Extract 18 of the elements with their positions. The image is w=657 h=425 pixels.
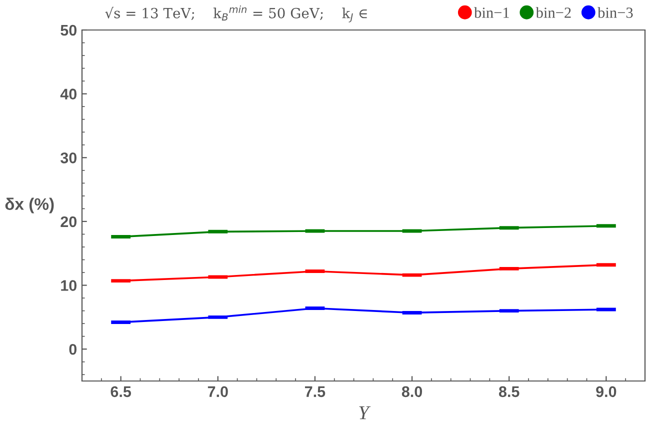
y-tick-label: 10: [61, 280, 77, 291]
x-tick-label: 8.5: [498, 386, 520, 398]
x-tick-label: 9.0: [596, 386, 616, 398]
x-tick-label: 7.5: [305, 386, 326, 398]
legend-label: bin−1: [474, 7, 509, 18]
x-tick-label: 6.5: [110, 386, 132, 398]
legend-label: bin−2: [536, 7, 571, 18]
y-tick-label: 30: [60, 152, 77, 164]
legend-label: bin−3: [598, 7, 633, 18]
y-axis-title: δx (%): [5, 198, 54, 214]
x-tick-label: 7.0: [208, 386, 228, 398]
chart-title: √s = 13 TeV; k$_{B}$$^{min}$ = 50 GeV; k$_{J}$ ∈: [105, 5, 367, 22]
y-tick-label: 40: [60, 88, 77, 100]
x-axis-title: Y: [359, 406, 371, 420]
y-tick-label: 20: [60, 216, 77, 228]
x-tick-label: 8.0: [402, 386, 422, 398]
y-tick-label: 50: [60, 24, 77, 36]
y-tick-label: 0: [69, 344, 77, 355]
